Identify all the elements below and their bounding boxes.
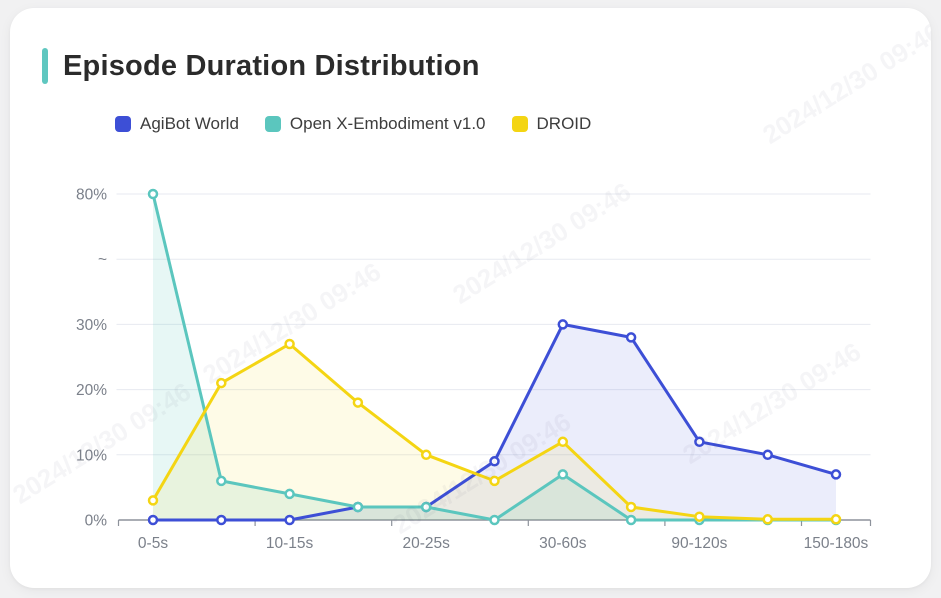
point-agibot-world-90-120s[interactable]	[694, 436, 705, 448]
area-open-x-embodiment-v1-0	[153, 194, 836, 520]
point-droid-10-15s[interactable]	[284, 338, 295, 350]
x-tick-label: 20-25s	[402, 535, 450, 552]
point-droid-150-180s[interactable]	[830, 514, 842, 525]
line-chart-plot[interactable]: 0% 10% 20% 30% ~80% 0-5s 10-15s 20-25s 30-60s 90-…	[10, 8, 931, 588]
point-agibot-world-25-30s[interactable]	[489, 456, 500, 467]
y-tick-label: 0%	[85, 513, 108, 530]
legend-swatch-droid	[511, 116, 528, 132]
legend-label: AgiBot World	[140, 114, 239, 133]
point-open-x-embodiment-v1-0-5-10s[interactable]	[216, 475, 227, 487]
x-tick-label: 10-15s	[266, 535, 314, 552]
chart-legend: AgiBot World Open X-Embodiment v1.0 DROI…	[115, 114, 591, 134]
point-droid-90-120s[interactable]	[694, 511, 705, 522]
x-tick-label: 150-180s	[804, 535, 869, 552]
legend-swatch-open-x-embodiment	[264, 116, 281, 132]
point-open-x-embodiment-v1-0-25-30s[interactable]	[489, 514, 500, 526]
y-tick-label: 30%	[76, 317, 107, 334]
point-open-x-embodiment-v1-0-10-15s[interactable]	[284, 488, 295, 500]
legend-swatch-agibot-world	[115, 116, 131, 132]
point-agibot-world-120-150s[interactable]	[762, 449, 773, 461]
point-open-x-embodiment-v1-0-20-25s[interactable]	[420, 501, 432, 513]
x-tick-label: 30-60s	[539, 535, 587, 552]
title-row: Episode Duration Distribution	[42, 48, 480, 84]
point-droid-15-20s[interactable]	[352, 397, 364, 408]
y-tick-label: 80%	[76, 187, 107, 204]
point-droid-5-10s[interactable]	[216, 377, 227, 389]
point-open-x-embodiment-v1-0-30-60s[interactable]	[557, 469, 569, 480]
point-agibot-world-60-90s[interactable]	[625, 332, 637, 343]
chart-title: Episode Duration Distribution	[63, 49, 480, 82]
x-tick-label: 0-5s	[138, 535, 168, 552]
chart-card: 2024/12/30 09:46 2024/12/30 09:46 2024/1…	[10, 8, 931, 588]
legend-item-agibot-world[interactable]: AgiBot World	[115, 114, 239, 134]
legend-label: Open X-Embodiment v1.0	[289, 114, 486, 133]
point-droid-30-60s[interactable]	[557, 436, 569, 448]
point-agibot-world-5-10s[interactable]	[216, 514, 227, 526]
point-agibot-world-30-60s[interactable]	[557, 319, 569, 330]
point-droid-20-25s[interactable]	[420, 449, 432, 461]
point-droid-25-30s[interactable]	[489, 475, 500, 487]
point-open-x-embodiment-v1-0-0-5s[interactable]	[147, 188, 159, 200]
point-agibot-world-0-5s[interactable]	[147, 514, 159, 526]
area-droid	[153, 344, 836, 520]
legend-item-open-x-embodiment[interactable]: Open X-Embodiment v1.0	[264, 114, 486, 134]
y-tick-label: 20%	[76, 382, 107, 399]
area-agibot-world	[153, 324, 836, 520]
point-agibot-world-150-180s[interactable]	[830, 469, 842, 480]
y-tick-label: 10%	[76, 447, 107, 464]
point-agibot-world-10-15s[interactable]	[284, 514, 295, 526]
point-open-x-embodiment-v1-0-15-20s[interactable]	[352, 501, 364, 513]
legend-label: DROID	[536, 114, 592, 133]
x-tick-label: 90-120s	[671, 535, 727, 552]
y-tick-label: ~	[98, 252, 107, 269]
point-droid-120-150s[interactable]	[762, 514, 773, 525]
point-droid-60-90s[interactable]	[625, 501, 637, 513]
legend-item-droid[interactable]: DROID	[511, 114, 592, 134]
title-accent-bar	[42, 48, 48, 84]
point-open-x-embodiment-v1-0-60-90s[interactable]	[625, 514, 637, 526]
point-droid-0-5s[interactable]	[147, 495, 159, 506]
